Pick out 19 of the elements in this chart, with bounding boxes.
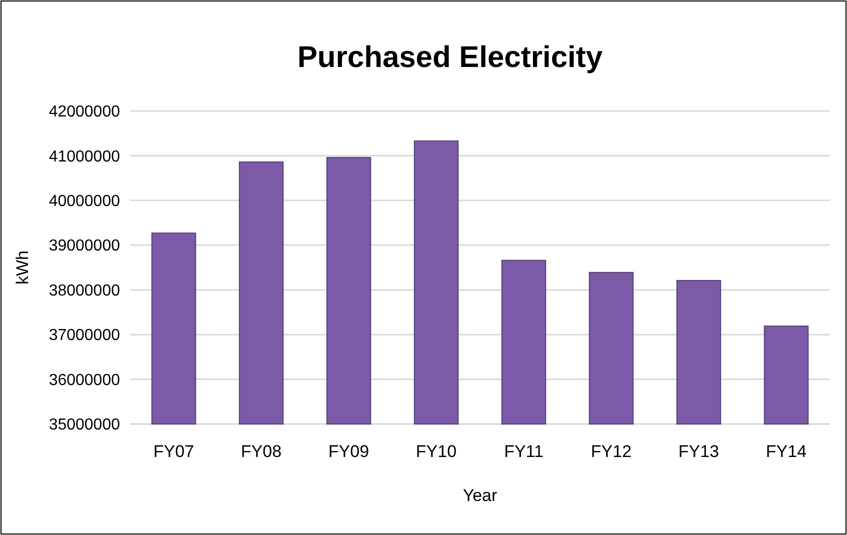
x-tick-label: FY14	[766, 442, 807, 461]
y-tick-label: 42000000	[48, 104, 120, 121]
y-tick-label: 35000000	[48, 416, 120, 434]
x-tick-label: FY10	[416, 442, 457, 461]
x-axis-title: Year	[462, 486, 498, 505]
y-tick-label: 41000000	[48, 148, 120, 166]
x-tick-label: FY11	[504, 442, 544, 461]
y-tick-label: 38000000	[48, 282, 120, 300]
chart-title: Purchased Electricity	[297, 41, 603, 74]
y-axis-title: kWh	[13, 250, 32, 284]
x-tick-label: FY13	[678, 442, 720, 461]
x-tick-label: FY09	[328, 442, 370, 461]
x-tick-label: FY07	[153, 442, 194, 461]
x-tick-label: FY12	[590, 442, 632, 461]
y-tick-label: 36000000	[48, 372, 120, 389]
x-tick-label: FY08	[240, 442, 282, 461]
y-tick-label: 39000000	[48, 238, 120, 255]
y-tick-label: 40000000	[48, 193, 120, 210]
y-tick-label: 37000000	[48, 327, 120, 344]
